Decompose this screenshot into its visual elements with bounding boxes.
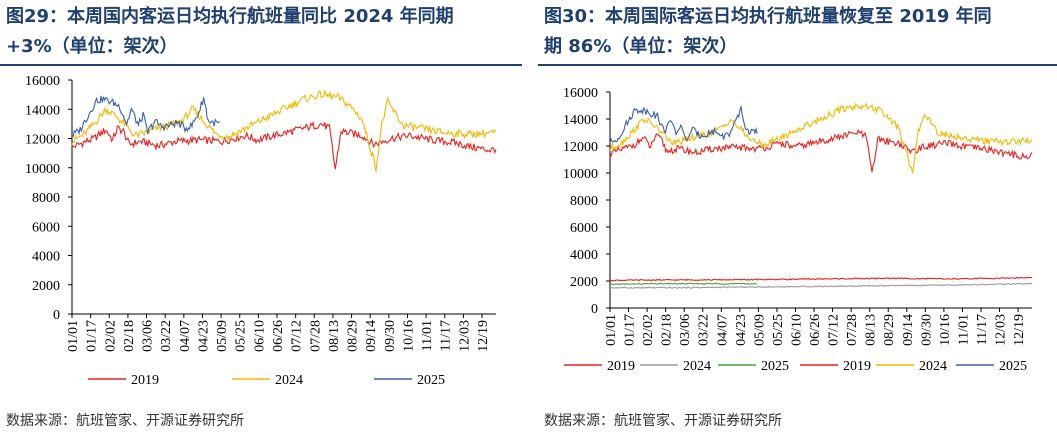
series-line-2019 [71, 121, 497, 170]
title-rule [0, 64, 522, 66]
y-tick-label: 14000 [25, 103, 60, 118]
y-tick-label: 6000 [570, 221, 598, 236]
y-tick-label: 8000 [570, 194, 598, 209]
x-tick-label: 01/17 [623, 314, 638, 346]
figure-title: 图29：本周国内客运日均执行航班量同比 2024 年同期 +3%（单位：架次） [6, 2, 526, 62]
x-tick-label: 09/14 [364, 320, 379, 352]
legend-label: 2024 [275, 373, 303, 388]
legend-label: 2019 [843, 359, 871, 374]
figure-title-line-2: 期 86%（单位：架次） [544, 36, 738, 57]
x-tick-label: 05/25 [234, 320, 249, 352]
line-chart-domestic: 0 2000 4000 6000 8000 10000 12000 14000 16000 01/… [25, 74, 497, 388]
x-tick-label: 03/06 [141, 320, 156, 352]
x-tick-label: 05/09 [215, 320, 230, 352]
x-tick-label: 06/26 [271, 320, 286, 352]
series-line-2025 [609, 106, 758, 143]
x-tick-label: 03/06 [678, 314, 693, 346]
x-tick-label: 10/16 [938, 314, 953, 346]
x-tick-label: 11/01 [956, 314, 971, 345]
y-tick-label: 4000 [570, 248, 598, 263]
x-tick-label: 03/22 [159, 320, 174, 352]
y-tick-label: 16000 [563, 86, 598, 101]
y-tick-label: 6000 [32, 220, 60, 235]
series-line-2024 [609, 282, 1033, 289]
x-tick-label: 05/25 [771, 314, 786, 346]
legend-label: 2024 [683, 359, 711, 374]
legend-label: 2019 [607, 359, 635, 374]
x-tick-label: 11/01 [420, 320, 435, 351]
figure-title-line-1: 图30：本周国际客运日均执行航班量恢复至 2019 年同 [544, 6, 992, 27]
y-tick-label: 8000 [32, 191, 60, 206]
y-tick-label: 10000 [25, 162, 60, 177]
series-line-2025 [71, 95, 220, 137]
legend-label: 2019 [131, 373, 159, 388]
x-tick-label: 06/10 [789, 314, 804, 346]
y-tick-label: 10000 [563, 167, 598, 182]
x-tick-label: 09/30 [383, 320, 398, 352]
figure-title-line-2: +3%（单位：架次） [6, 36, 178, 57]
x-tick-label: 08/13 [864, 314, 879, 346]
x-tick-label: 05/09 [752, 314, 767, 346]
y-tick-label: 2000 [32, 279, 60, 294]
y-tick-label: 2000 [570, 275, 598, 290]
y-tick-label: 14000 [563, 113, 598, 128]
x-tick-label: 09/30 [919, 314, 934, 346]
x-tick-label: 02/18 [660, 314, 675, 346]
x-tick-label: 07/12 [290, 320, 305, 352]
series-line-2025 [609, 282, 758, 286]
x-tick-label: 12/19 [476, 320, 491, 352]
x-tick-label: 04/23 [734, 314, 749, 346]
x-tick-label: 04/07 [715, 314, 730, 346]
source-note: 数据来源：航班管家、开源证券研究所 [544, 413, 782, 429]
legend-label: 2025 [417, 373, 445, 388]
x-tick-label: 04/07 [178, 320, 193, 352]
y-tick-label: 12000 [25, 133, 60, 148]
x-tick-label: 09/14 [901, 314, 916, 346]
source-note: 数据来源：航班管家、开源证券研究所 [6, 413, 244, 429]
series-line-2024 [609, 101, 1033, 174]
y-tick-label: 16000 [25, 74, 60, 89]
x-tick-label: 07/12 [827, 314, 842, 346]
x-tick-label: 07/28 [845, 314, 860, 346]
legend-label: 2025 [761, 359, 789, 374]
x-tick-label: 06/26 [808, 314, 823, 346]
x-tick-label: 08/13 [327, 320, 342, 352]
x-tick-label: 10/16 [401, 320, 416, 352]
x-tick-label: 03/22 [697, 314, 712, 346]
x-tick-label: 12/03 [457, 320, 472, 352]
series-line-2019 [609, 128, 1033, 173]
x-tick-label: 07/28 [308, 320, 323, 352]
series-line-2024 [71, 89, 497, 172]
x-tick-label: 06/10 [252, 320, 267, 352]
series-line-2019 [609, 276, 1033, 282]
y-tick-label: 0 [591, 302, 598, 317]
x-tick-label: 08/29 [882, 314, 897, 346]
figure-title: 图30：本周国际客运日均执行航班量恢复至 2019 年同 期 86%（单位：架次… [544, 2, 1057, 62]
x-tick-label: 11/17 [975, 314, 990, 345]
figure-30-panel: 图30：本周国际客运日均执行航班量恢复至 2019 年同 期 86%（单位：架次… [538, 0, 1057, 436]
x-tick-label: 12/03 [994, 314, 1009, 346]
line-chart-international: 0 2000 4000 6000 8000 10000 12000 14000 16000 01/… [563, 86, 1033, 374]
x-tick-label: 12/19 [1012, 314, 1027, 346]
x-tick-label: 08/29 [346, 320, 361, 352]
x-tick-label: 01/01 [604, 314, 619, 346]
x-tick-label: 01/17 [85, 320, 100, 352]
y-tick-label: 0 [53, 308, 60, 323]
y-tick-label: 4000 [32, 250, 60, 265]
x-tick-label: 02/02 [641, 314, 656, 346]
x-tick-label: 02/02 [103, 320, 118, 352]
x-tick-label: 04/23 [196, 320, 211, 352]
figure-title-line-1: 图29：本周国内客运日均执行航班量同比 2024 年同期 [6, 6, 454, 27]
x-tick-label: 02/18 [122, 320, 137, 352]
x-tick-label: 11/17 [439, 320, 454, 351]
title-rule [538, 64, 1057, 66]
x-tick-label: 01/01 [66, 320, 81, 352]
y-tick-label: 12000 [563, 140, 598, 155]
figure-29-panel: 图29：本周国内客运日均执行航班量同比 2024 年同期 +3%（单位：架次） … [0, 0, 522, 436]
legend-label: 2024 [919, 359, 947, 374]
legend-label: 2025 [999, 359, 1027, 374]
